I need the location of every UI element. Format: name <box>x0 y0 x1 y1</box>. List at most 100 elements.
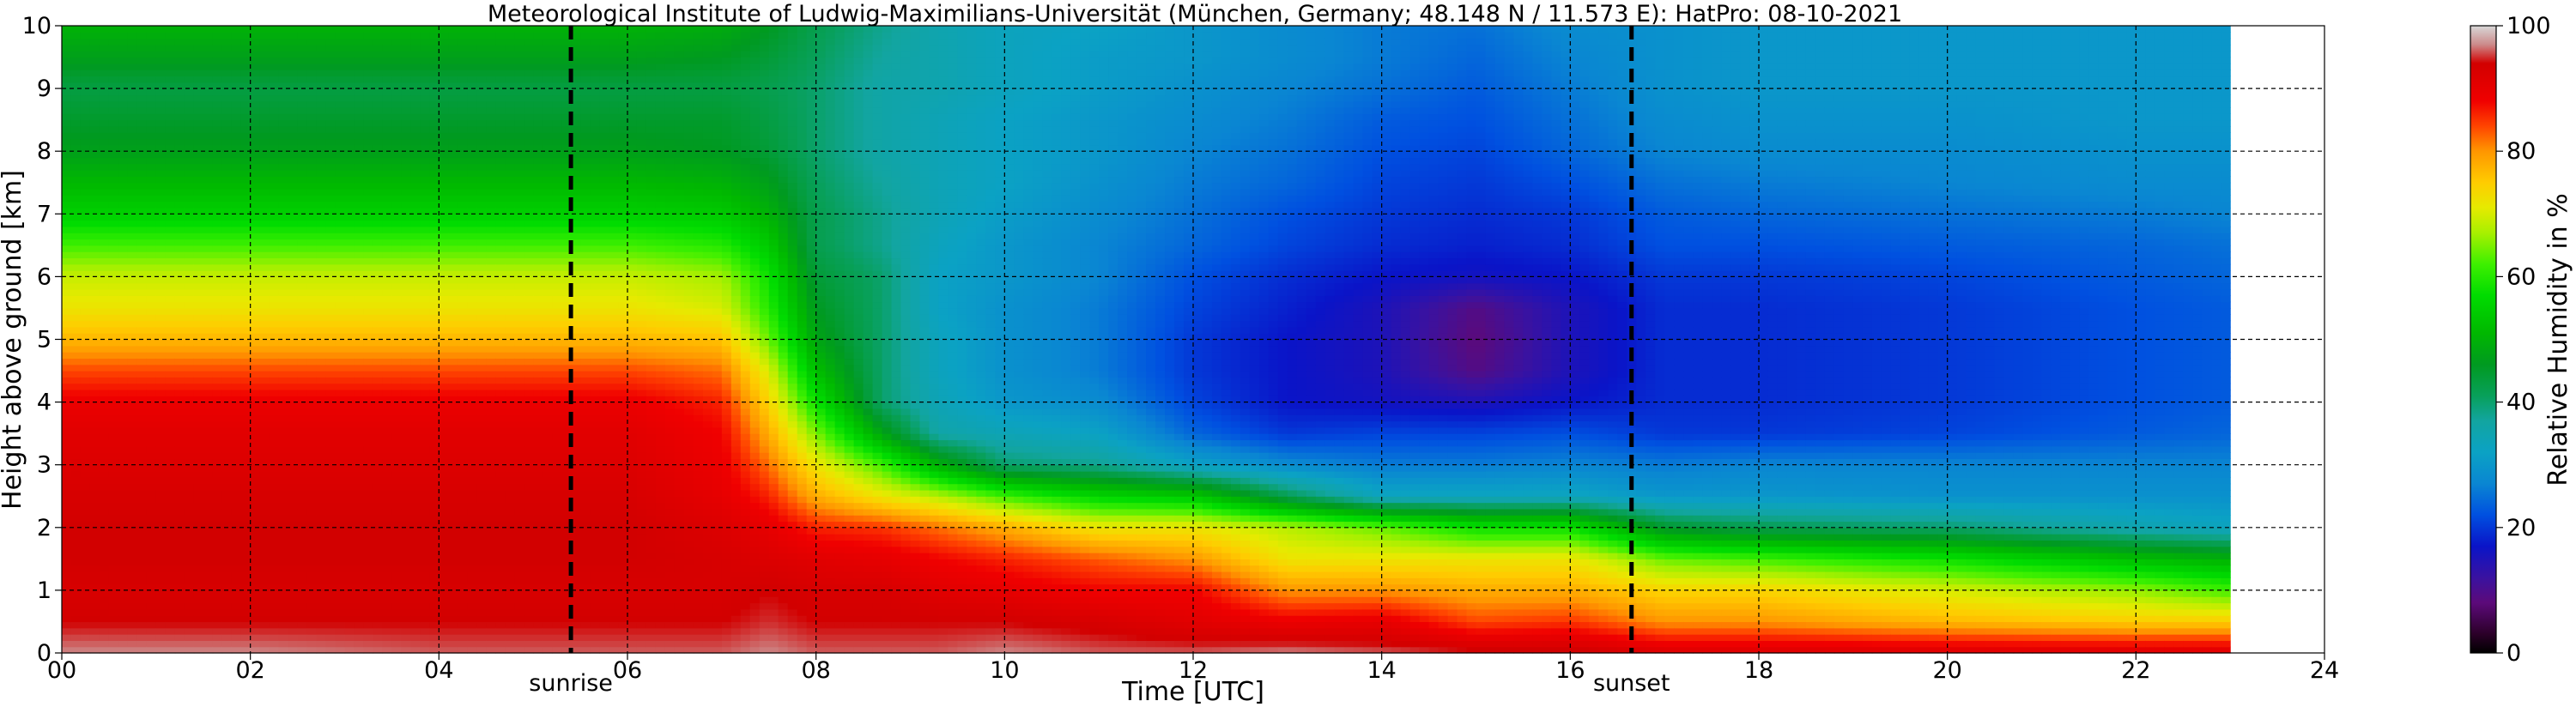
heatmap-cell <box>128 433 138 440</box>
heatmap-cell <box>354 414 364 421</box>
heatmap-cell <box>203 176 214 183</box>
heatmap-cell <box>467 202 477 208</box>
heatmap-cell <box>467 553 477 559</box>
heatmap-cell <box>429 433 439 440</box>
heatmap-cell <box>213 257 223 264</box>
heatmap-cell <box>270 257 280 264</box>
heatmap-cell <box>345 214 355 221</box>
heatmap-cell <box>166 183 176 190</box>
heatmap-cell <box>213 221 223 227</box>
heatmap-cell <box>156 63 167 70</box>
heatmap-cell <box>62 189 72 196</box>
heatmap-cell <box>222 577 233 584</box>
heatmap-cell <box>166 32 176 39</box>
heatmap-cell <box>429 439 439 446</box>
heatmap-cell <box>458 609 468 616</box>
heatmap-cell <box>213 251 223 258</box>
heatmap-cell <box>382 164 392 171</box>
heatmap-cell <box>429 540 439 547</box>
heatmap-cell <box>448 113 458 120</box>
heatmap-cell <box>194 414 204 421</box>
heatmap-cell <box>288 32 299 39</box>
heatmap-cell <box>505 264 515 271</box>
heatmap-cell <box>156 534 167 541</box>
heatmap-cell <box>175 559 185 565</box>
heatmap-cell <box>128 158 138 165</box>
heatmap-cell <box>345 571 355 578</box>
heatmap-cell <box>336 565 346 572</box>
heatmap-cell <box>260 346 270 353</box>
heatmap-cell <box>410 547 421 553</box>
heatmap-cell <box>137 202 148 208</box>
heatmap-cell <box>486 126 496 133</box>
heatmap-cell <box>279 45 289 51</box>
heatmap-cell <box>241 314 252 321</box>
heatmap-cell <box>307 547 318 553</box>
heatmap-cell <box>166 227 176 233</box>
heatmap-cell <box>166 352 176 359</box>
heatmap-cell <box>307 528 318 535</box>
heatmap-cell <box>307 446 318 453</box>
heatmap-cell <box>118 107 129 114</box>
heatmap-cell <box>147 221 157 227</box>
heatmap-cell <box>251 484 261 491</box>
heatmap-cell <box>307 640 318 647</box>
heatmap-cell <box>270 340 280 347</box>
heatmap-cell <box>270 559 280 565</box>
heatmap-cell <box>81 295 91 302</box>
heatmap-cell <box>251 346 261 353</box>
heatmap-cell <box>307 76 318 82</box>
heatmap-cell <box>439 621 449 628</box>
heatmap-cell <box>147 484 157 491</box>
heatmap-cell <box>62 239 72 246</box>
heatmap-cell <box>194 528 204 535</box>
heatmap-cell <box>420 295 430 302</box>
heatmap-cell <box>307 295 318 302</box>
heatmap-cell <box>232 571 242 578</box>
heatmap-cell <box>363 276 373 283</box>
heatmap-cell <box>476 57 487 64</box>
heatmap-cell <box>270 603 280 610</box>
heatmap-cell <box>288 69 299 76</box>
heatmap-cell <box>363 63 373 70</box>
heatmap-cell <box>128 176 138 183</box>
heatmap-cell <box>354 358 364 365</box>
heatmap-cell <box>222 628 233 635</box>
heatmap-cell <box>317 69 327 76</box>
heatmap-cell <box>156 202 167 208</box>
heatmap-cell <box>71 621 82 628</box>
heatmap-cell <box>175 439 185 446</box>
heatmap-cell <box>71 609 82 616</box>
heatmap-cell <box>90 32 100 39</box>
heatmap-cell <box>345 63 355 70</box>
heatmap-cell <box>137 628 148 635</box>
heatmap-cell <box>391 251 402 258</box>
heatmap-cell <box>382 327 392 334</box>
heatmap-cell <box>495 615 506 622</box>
heatmap-cell <box>175 76 185 82</box>
heatmap-cell <box>391 26 402 33</box>
heatmap-cell <box>345 634 355 641</box>
heatmap-cell <box>514 251 524 258</box>
heatmap-cell <box>382 126 392 133</box>
heatmap-cell <box>354 321 364 328</box>
heatmap-cell <box>439 477 449 484</box>
heatmap-cell <box>298 227 308 233</box>
heatmap-cell <box>100 640 110 647</box>
heatmap-cell <box>345 139 355 146</box>
heatmap-cell <box>476 126 487 133</box>
heatmap-cell <box>213 289 223 296</box>
heatmap-cell <box>373 327 383 334</box>
heatmap-cell <box>62 302 72 309</box>
heatmap-cell <box>429 421 439 428</box>
heatmap-cell <box>524 295 534 302</box>
heatmap-cell <box>429 596 439 603</box>
heatmap-cell <box>260 528 270 535</box>
heatmap-cell <box>128 477 138 484</box>
heatmap-cell <box>203 477 214 484</box>
heatmap-cell <box>448 402 458 409</box>
heatmap-cell <box>166 390 176 396</box>
heatmap-cell <box>109 69 119 76</box>
heatmap-cell <box>401 88 411 95</box>
heatmap-cell <box>241 477 252 484</box>
